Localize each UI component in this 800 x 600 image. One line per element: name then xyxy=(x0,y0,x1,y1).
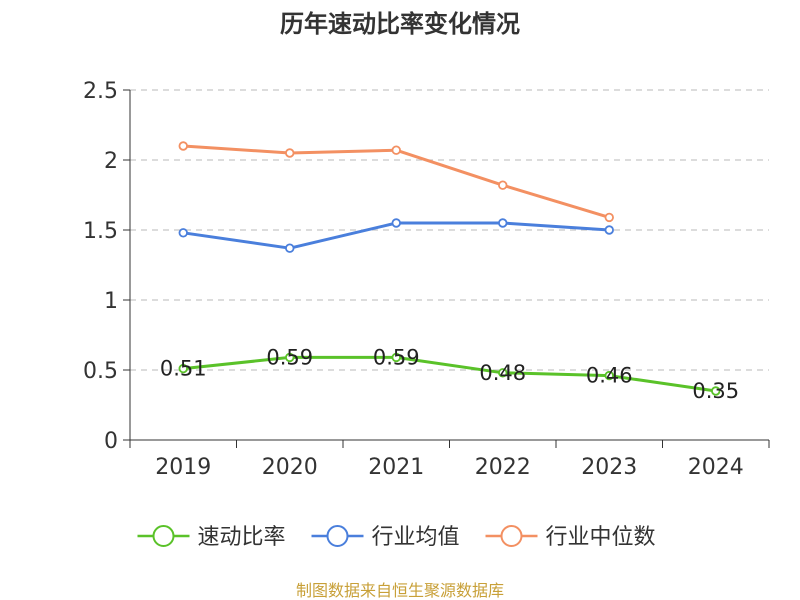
data-point[interactable] xyxy=(498,218,508,228)
legend-marker xyxy=(152,525,175,547)
legend-item[interactable]: 速动比率 xyxy=(137,525,286,550)
data-label: 0.59 xyxy=(373,345,420,369)
data-point[interactable] xyxy=(604,370,614,381)
x-tick-label: 2023 xyxy=(581,455,637,480)
x-tick-label: 2019 xyxy=(155,455,211,480)
legend[interactable]: 速动比率 行业均值 行业中位数 xyxy=(137,525,656,550)
data-label: 0.48 xyxy=(479,361,526,385)
y-tick-label: 2.5 xyxy=(83,79,118,104)
data-point[interactable] xyxy=(604,225,614,235)
y-tick-label: 2 xyxy=(104,149,118,174)
y-tick-label: 1 xyxy=(104,289,118,314)
data-point[interactable] xyxy=(498,368,508,378)
legend-marker xyxy=(326,525,349,547)
legend-label: 行业均值 xyxy=(372,525,460,550)
source-note: 制图数据来自恒生聚源数据库 xyxy=(296,581,504,600)
data-label: 0.51 xyxy=(160,357,207,381)
data-point[interactable] xyxy=(178,363,188,374)
data-point[interactable] xyxy=(498,180,508,190)
series-line xyxy=(181,355,718,393)
data-label: 0.59 xyxy=(266,345,313,369)
chart-title: 历年速动比率变化情况 xyxy=(280,10,520,38)
grid-lines xyxy=(130,89,769,371)
x-tick-label: 2022 xyxy=(475,455,531,480)
data-point[interactable] xyxy=(178,141,188,151)
series-lines xyxy=(178,141,721,396)
x-tick-label: 2020 xyxy=(262,455,318,480)
legend-item[interactable]: 行业中位数 xyxy=(485,525,656,550)
data-point[interactable] xyxy=(391,218,401,228)
x-tick-label: 2021 xyxy=(368,455,424,480)
legend-label: 行业中位数 xyxy=(546,525,656,550)
legend-marker xyxy=(500,525,523,547)
data-point[interactable] xyxy=(391,352,401,363)
y-tick-label: 1.5 xyxy=(83,219,118,244)
data-point[interactable] xyxy=(285,243,295,253)
y-tick-label: 0.5 xyxy=(83,359,118,384)
data-label: 0.35 xyxy=(692,379,739,403)
data-point[interactable] xyxy=(285,352,295,363)
legend-item[interactable]: 行业均值 xyxy=(311,525,460,550)
data-labels: 0.51 0.59 0.59 0.48 0.46 0.35 xyxy=(160,345,739,403)
data-point[interactable] xyxy=(285,148,295,158)
series-line xyxy=(181,144,611,219)
data-point[interactable] xyxy=(711,386,721,396)
data-point[interactable] xyxy=(604,212,614,223)
y-tick-label: 0 xyxy=(104,429,118,454)
x-tick-label: 2024 xyxy=(688,455,744,480)
data-point[interactable] xyxy=(391,145,401,155)
data-point[interactable] xyxy=(178,228,188,238)
legend-label: 速动比率 xyxy=(198,525,286,550)
data-label: 0.46 xyxy=(586,364,633,388)
